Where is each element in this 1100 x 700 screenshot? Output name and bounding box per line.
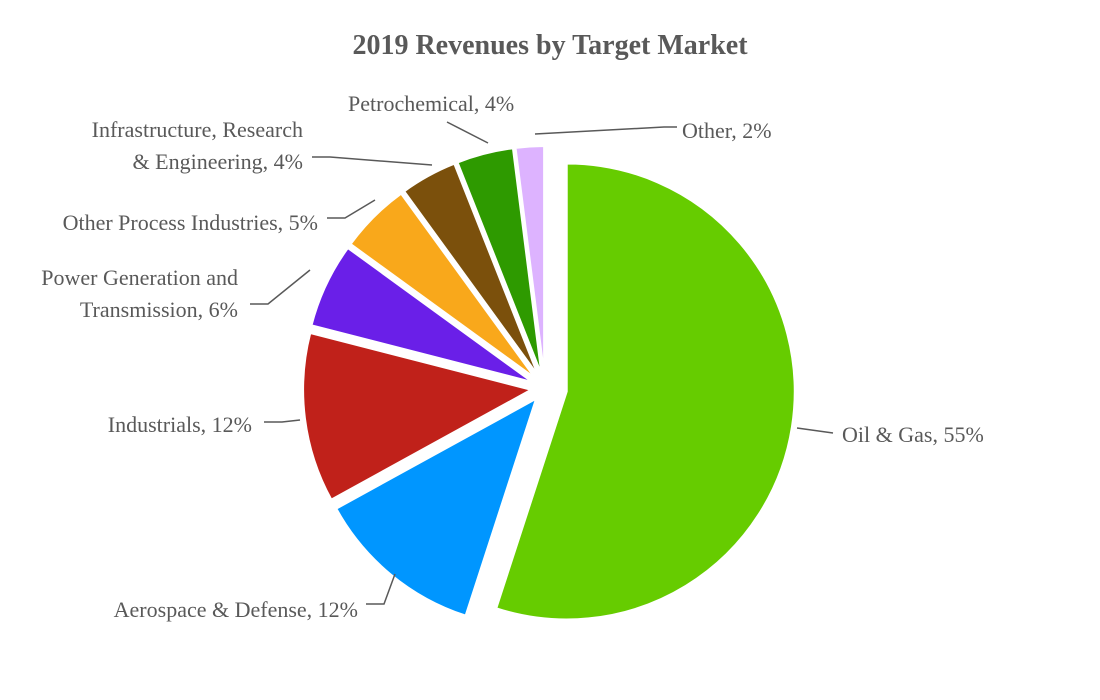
slice-label: Aerospace & Defense, 12% bbox=[114, 597, 358, 622]
pie-slice-petrochemical bbox=[456, 147, 543, 375]
leader-line bbox=[264, 419, 301, 423]
slice-labels: Oil & Gas, 55% Aerospace & Defense, 12% In… bbox=[41, 91, 983, 622]
pie-slice-industrials bbox=[302, 331, 534, 501]
pie-slices bbox=[302, 145, 796, 621]
slice-label: Infrastructure, Research & Engineering, 4… bbox=[92, 117, 303, 174]
slice-label: Oil & Gas, 55% bbox=[842, 422, 984, 447]
slice-label: Petrochemical, 4% bbox=[348, 91, 514, 116]
leader-line bbox=[366, 573, 396, 605]
pie-slice-aerospace-defense bbox=[334, 396, 538, 617]
pie-slice-other-process-industries bbox=[349, 192, 536, 379]
pie-slice-other bbox=[514, 145, 546, 375]
chart-title: 2019 Revenues by Target Market bbox=[352, 30, 748, 61]
leader-line bbox=[250, 269, 311, 305]
slice-label: Power Generation and Transmission, 6% bbox=[41, 265, 238, 322]
leader-line bbox=[446, 121, 489, 144]
leader-line bbox=[327, 199, 376, 219]
leader-line bbox=[534, 126, 677, 135]
slice-label: Other, 2% bbox=[682, 118, 772, 143]
pie-slice-power-generation-and-transmission bbox=[310, 246, 533, 384]
leader-line bbox=[796, 427, 834, 434]
pie-slice-oil-gas bbox=[495, 162, 796, 621]
leader-line bbox=[312, 156, 433, 166]
pie-slice-infrastructure-research-engineering bbox=[402, 162, 540, 377]
slice-label: Industrials, 12% bbox=[108, 412, 252, 437]
leader-lines bbox=[250, 121, 834, 605]
slice-label: Other Process Industries, 5% bbox=[63, 210, 318, 235]
